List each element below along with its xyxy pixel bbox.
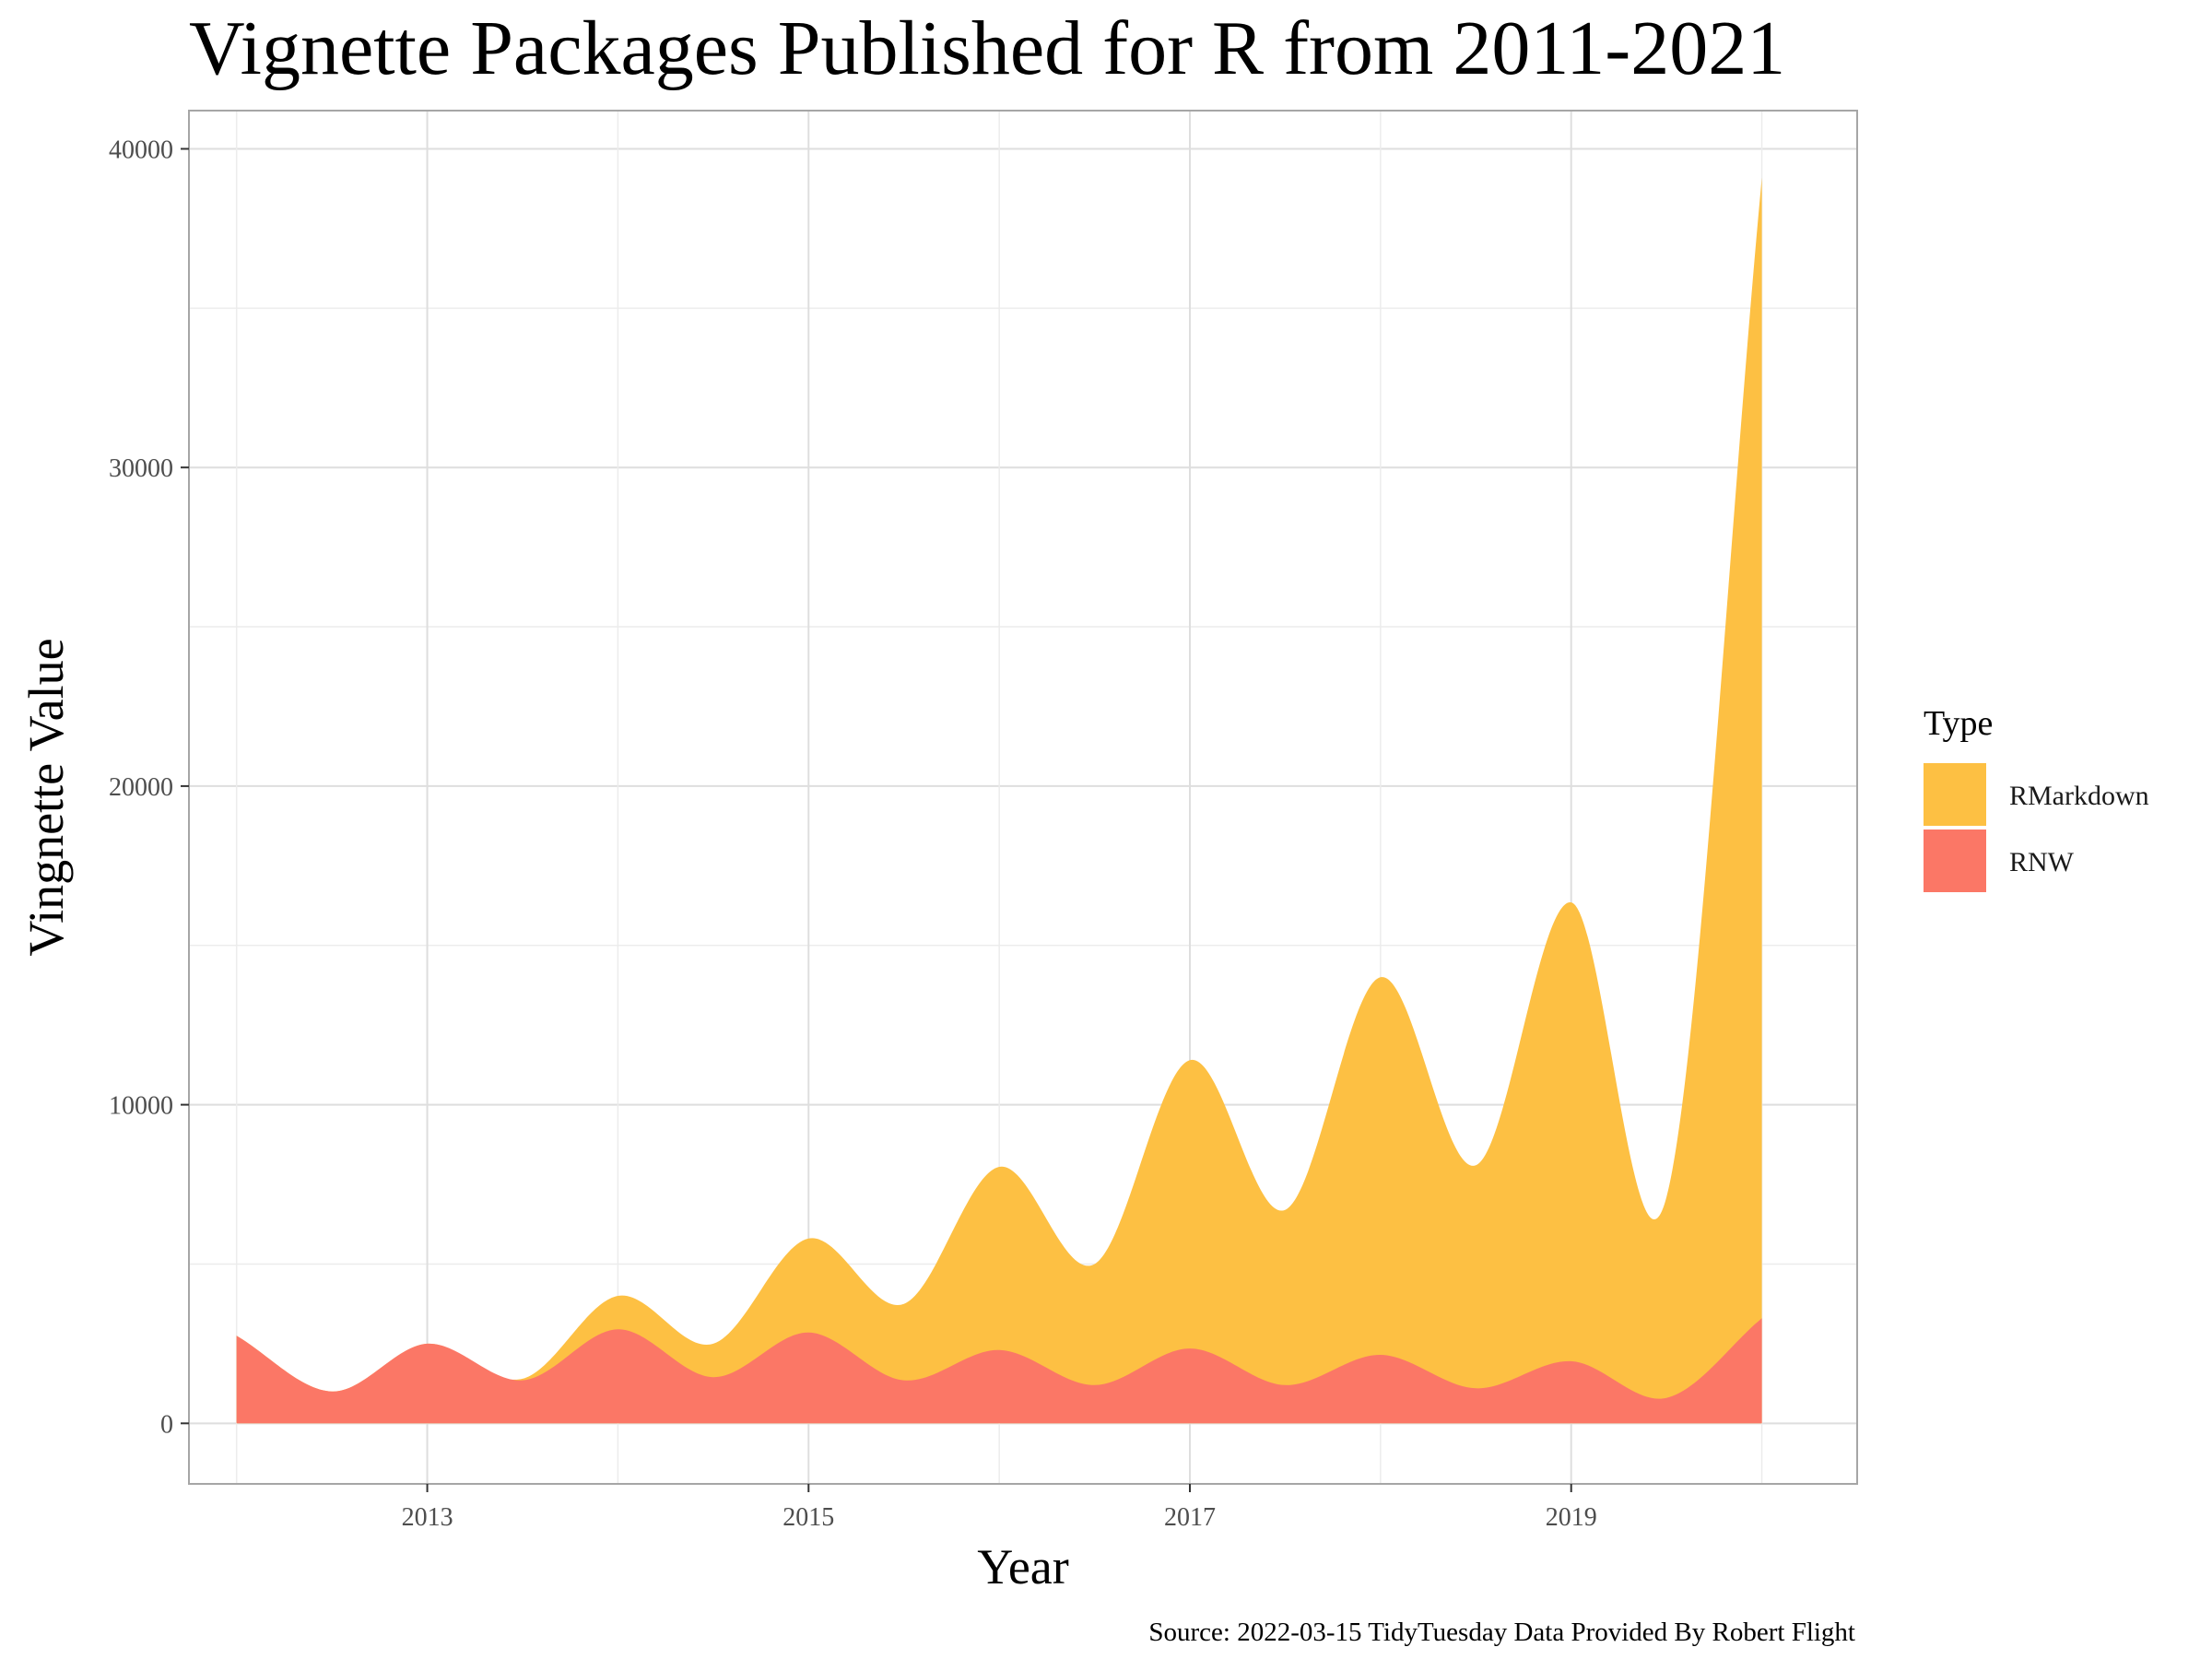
legend-title: Type bbox=[1924, 704, 1993, 743]
areas bbox=[236, 177, 1762, 1424]
x-tick-label: 2019 bbox=[1546, 1503, 1597, 1532]
x-tick-label: 2013 bbox=[402, 1503, 453, 1532]
grid bbox=[189, 111, 1857, 1484]
area-rnw bbox=[236, 1318, 1762, 1424]
y-tick-label: 10000 bbox=[109, 1092, 173, 1121]
legend: Type RMarkdown RNW bbox=[1924, 704, 2149, 892]
source-caption: Source: 2022-03-15 TidyTuesday Data Prov… bbox=[1148, 1618, 1855, 1647]
chart-title: Vignette Packages Published for R from 2… bbox=[189, 6, 1785, 91]
x-axis: 2013 2015 2017 2019 bbox=[402, 1484, 1597, 1532]
legend-swatch-rnw bbox=[1924, 830, 1986, 892]
x-tick-label: 2015 bbox=[782, 1503, 834, 1532]
y-tick-label: 40000 bbox=[109, 135, 173, 164]
x-tick-label: 2017 bbox=[1164, 1503, 1216, 1532]
x-axis-title: Year bbox=[977, 1539, 1069, 1594]
plot-border bbox=[188, 110, 1858, 1485]
area-rmarkdown bbox=[236, 177, 1762, 1424]
legend-label-rnw: RNW bbox=[2009, 847, 2075, 877]
y-tick-label: 30000 bbox=[109, 454, 173, 483]
y-axis-title: Vingnette Value bbox=[18, 638, 74, 956]
y-tick-label: 0 bbox=[160, 1410, 173, 1439]
y-axis: 0 10000 20000 30000 40000 bbox=[109, 135, 189, 1439]
y-tick-label: 20000 bbox=[109, 773, 173, 802]
legend-swatch-rmarkdown bbox=[1924, 763, 1986, 826]
legend-label-rmarkdown: RMarkdown bbox=[2009, 781, 2149, 811]
